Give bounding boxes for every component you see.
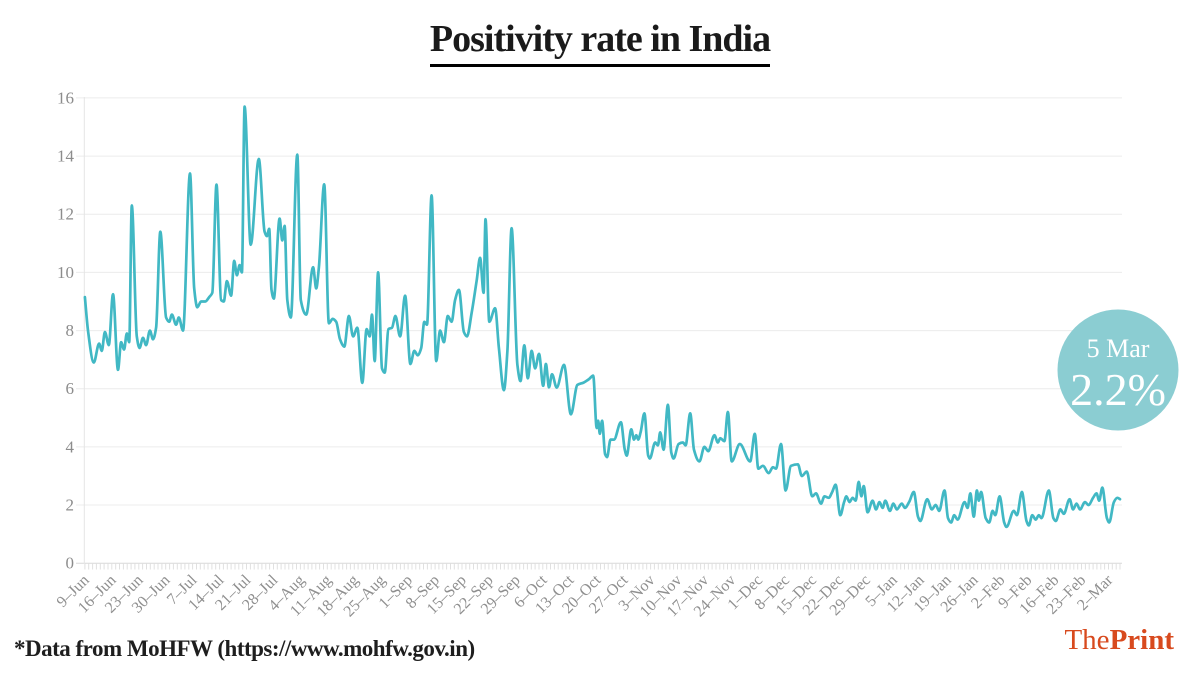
svg-text:6: 6 [66,379,75,398]
svg-text:12: 12 [57,205,74,224]
svg-text:5 Mar: 5 Mar [1087,334,1150,363]
svg-text:2.2%: 2.2% [1070,364,1166,415]
svg-text:4: 4 [66,437,75,456]
svg-text:16: 16 [57,88,74,107]
svg-text:14: 14 [57,147,75,166]
svg-text:8: 8 [66,321,75,340]
svg-text:0: 0 [66,554,75,573]
svg-text:2: 2 [66,496,75,515]
svg-text:10: 10 [57,263,74,282]
